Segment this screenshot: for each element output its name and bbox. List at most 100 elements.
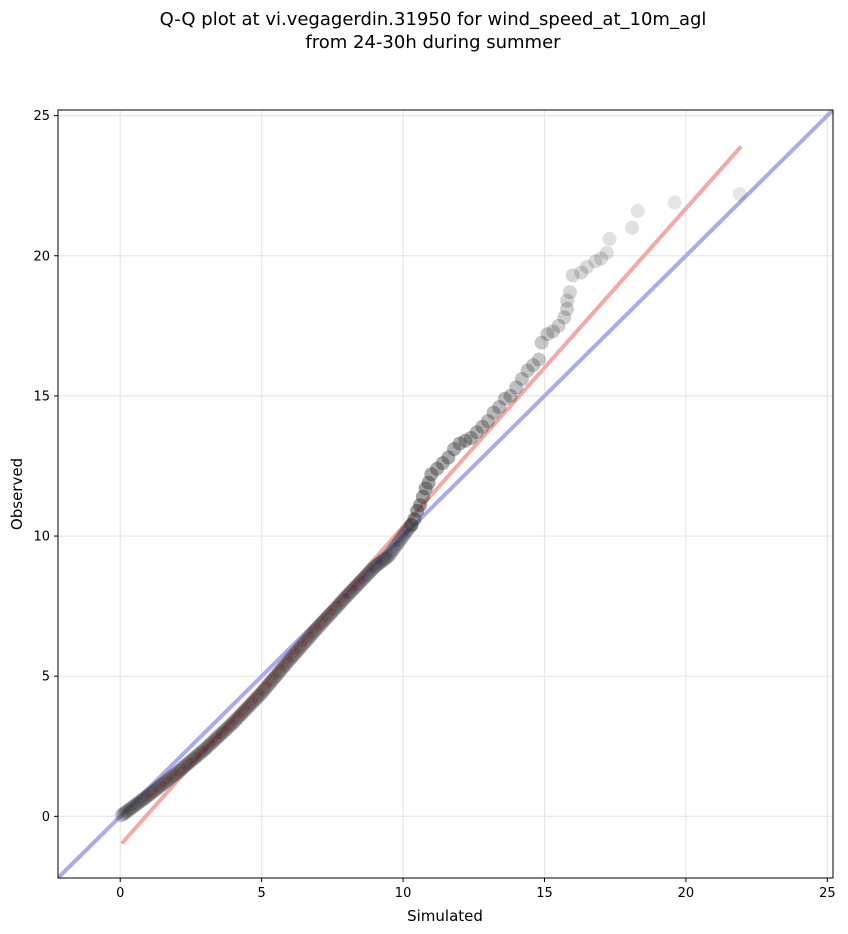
data-point xyxy=(602,231,617,246)
data-point xyxy=(189,749,204,764)
data-point xyxy=(123,801,138,816)
data-point xyxy=(357,570,372,585)
data-point xyxy=(377,552,392,567)
data-point xyxy=(207,732,222,747)
reference-lines xyxy=(58,110,833,878)
data-point xyxy=(574,265,589,280)
data-point-identity-overlap xyxy=(360,575,367,582)
data-point xyxy=(134,793,149,808)
data-point xyxy=(169,766,184,781)
data-point xyxy=(301,631,316,646)
data-point xyxy=(128,797,143,812)
data-point-fit-overlap xyxy=(301,640,308,647)
data-point xyxy=(214,726,229,741)
data-point xyxy=(165,768,180,783)
data-point xyxy=(141,788,156,803)
data-point xyxy=(114,808,129,823)
data-point xyxy=(151,780,166,795)
data-point xyxy=(206,734,221,749)
data-point xyxy=(298,634,313,649)
data-point xyxy=(248,692,263,707)
data-point xyxy=(520,363,535,378)
data-point-fit-overlap xyxy=(279,664,286,671)
data-point xyxy=(237,703,252,718)
data-point xyxy=(327,602,342,617)
data-point xyxy=(526,358,541,373)
y-axis: 0 5 10 15 20 25 xyxy=(33,109,58,825)
data-point xyxy=(545,324,560,339)
data-point xyxy=(393,533,408,548)
data-point-fit-overlap xyxy=(237,712,244,719)
data-point xyxy=(215,725,230,740)
data-point xyxy=(360,567,375,582)
data-point xyxy=(551,318,566,333)
data-point xyxy=(133,794,148,809)
data-point xyxy=(235,705,250,720)
fit-line xyxy=(120,145,743,845)
data-point xyxy=(131,795,146,810)
y-tick-label: 25 xyxy=(33,109,50,124)
data-point xyxy=(379,550,394,565)
data-point xyxy=(560,302,575,317)
data-point xyxy=(293,640,308,655)
data-point-fit-overlap xyxy=(294,648,301,655)
data-point xyxy=(421,475,436,490)
data-point xyxy=(383,546,398,561)
chart-title-line-1: Q-Q plot at vi.vegagerdin.31950 for wind… xyxy=(159,9,707,30)
data-point xyxy=(625,220,640,235)
data-point xyxy=(232,708,247,723)
data-point xyxy=(254,686,269,701)
data-point xyxy=(463,430,478,445)
data-point xyxy=(195,744,210,759)
data-point xyxy=(281,654,296,669)
data-point xyxy=(125,800,140,815)
data-point xyxy=(179,757,194,772)
data-point xyxy=(201,738,216,753)
data-point xyxy=(323,607,338,622)
data-point xyxy=(192,746,207,761)
data-point xyxy=(446,442,461,457)
data-point xyxy=(116,807,131,822)
data-point xyxy=(394,531,409,546)
identity-line xyxy=(58,110,833,878)
data-point xyxy=(304,627,319,642)
data-point xyxy=(183,754,198,769)
data-point xyxy=(267,671,282,686)
data-point xyxy=(268,669,283,684)
grid xyxy=(58,110,833,878)
y-tick-label: 10 xyxy=(33,530,50,545)
data-point-identity-overlap xyxy=(394,540,401,547)
data-point xyxy=(374,554,389,569)
data-point xyxy=(176,759,191,774)
data-point xyxy=(260,678,275,693)
data-point-fit-overlap xyxy=(265,681,272,688)
data-point xyxy=(732,187,747,202)
data-point xyxy=(355,572,370,587)
x-axis: 0 5 10 15 20 25 xyxy=(116,878,836,901)
data-point-fit-overlap xyxy=(308,632,315,639)
data-point xyxy=(391,535,406,550)
data-point-fit-overlap xyxy=(195,752,202,759)
data-point xyxy=(307,624,322,639)
data-point xyxy=(329,600,344,615)
data-point xyxy=(344,583,359,598)
data-point-fit-overlap xyxy=(343,593,350,600)
data-point xyxy=(257,682,272,697)
data-point xyxy=(366,561,381,576)
data-point-fit-overlap xyxy=(244,704,251,711)
data-point xyxy=(324,605,339,620)
data-point xyxy=(190,748,205,763)
data-point-fit-overlap xyxy=(315,624,322,631)
data-point xyxy=(335,593,350,608)
data-point xyxy=(153,778,168,793)
data-point xyxy=(282,652,297,667)
data-point xyxy=(503,388,518,403)
data-point xyxy=(175,761,190,776)
data-point xyxy=(372,555,387,570)
x-tick-label: 15 xyxy=(536,886,553,901)
data-point xyxy=(415,489,430,504)
data-point xyxy=(667,195,682,210)
data-point-fit-overlap xyxy=(230,719,237,726)
data-point-identity-overlap xyxy=(402,529,409,536)
data-point xyxy=(341,586,356,601)
